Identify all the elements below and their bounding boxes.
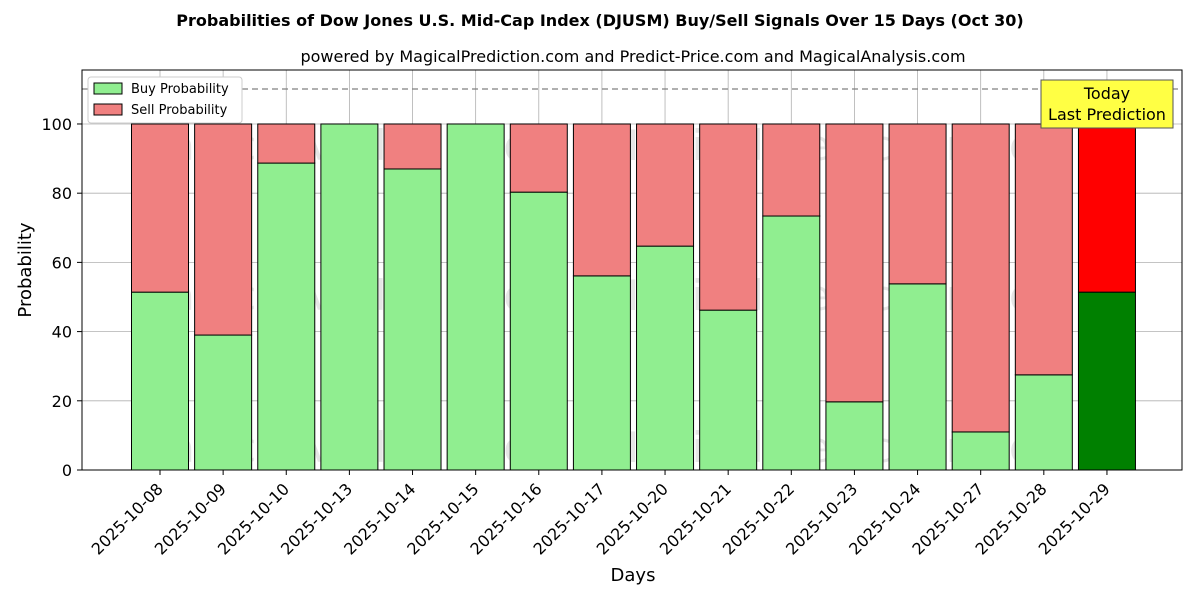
buy-bar [446, 123, 505, 471]
y-axis-label: Probability [15, 222, 36, 317]
buy-bar [257, 162, 316, 471]
buy-bar [825, 401, 884, 471]
annotation-box: Today Last Prediction [1040, 79, 1174, 129]
annotation-line1: Today [1083, 84, 1130, 103]
sell-bar [951, 123, 1010, 433]
buy-bar [1077, 291, 1136, 471]
buy-bar [762, 215, 821, 471]
sell-bar [636, 123, 695, 247]
buy-bar [194, 334, 253, 471]
sell-bar [383, 123, 442, 170]
x-axis-label: Days [611, 565, 656, 586]
buy-bar [320, 123, 379, 471]
sell-bar [1014, 123, 1073, 376]
sell-bar [509, 123, 568, 193]
sell-bar [131, 123, 189, 293]
sell-bar [1077, 123, 1136, 293]
buy-bar [636, 245, 695, 471]
sell-bar [762, 123, 821, 217]
buy-bar [888, 283, 947, 471]
legend-label-sell: Sell Probability [131, 103, 228, 118]
buy-bar [951, 431, 1010, 471]
y-tick-label: 0 [62, 461, 72, 480]
y-tick-label: 80 [52, 184, 72, 203]
sell-bar [572, 123, 631, 277]
legend-swatch-sell [93, 103, 123, 116]
annotation-line2: Last Prediction [1048, 105, 1166, 124]
y-tick-label: 40 [52, 323, 72, 342]
legend: Buy Probability Sell Probability [87, 76, 243, 124]
plot-frame [81, 69, 1183, 471]
sell-bar [257, 123, 316, 164]
y-tick-label: 20 [52, 392, 72, 411]
y-tick-label: 60 [52, 253, 72, 272]
buy-bar [509, 191, 568, 471]
buy-bar [1014, 374, 1073, 471]
sell-bar [825, 123, 884, 403]
legend-swatch-buy [93, 82, 123, 95]
legend-label-buy: Buy Probability [131, 82, 229, 97]
buy-bar [699, 309, 758, 471]
buy-bar [383, 168, 442, 471]
y-tick-label: 100 [41, 115, 72, 134]
buy-bar [131, 291, 189, 471]
buy-bar [572, 275, 631, 471]
sell-bar [194, 123, 253, 336]
sell-bar [699, 123, 758, 311]
sell-bar [888, 123, 947, 285]
chart-title: Probabilities of Dow Jones U.S. Mid-Cap … [176, 11, 1023, 30]
chart-subtitle: powered by MagicalPrediction.com and Pre… [300, 47, 965, 66]
